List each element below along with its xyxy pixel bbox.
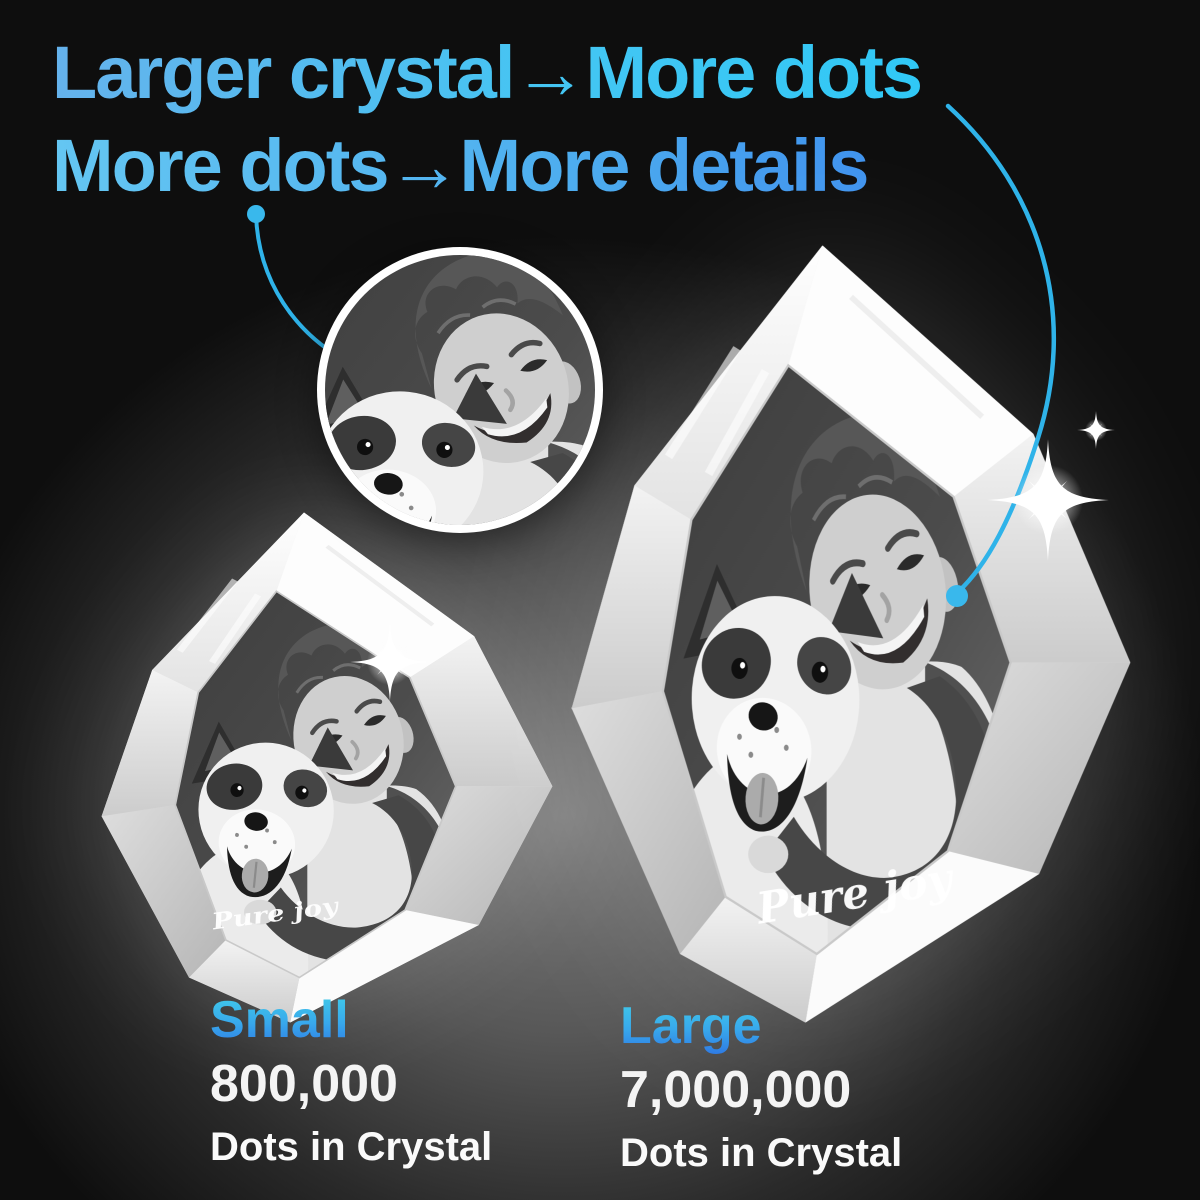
small-dots-count: 800,000 bbox=[210, 1055, 398, 1113]
large-crystal: Pure joy bbox=[572, 245, 1131, 1022]
sparkle-tiny-icon bbox=[1077, 411, 1115, 449]
small-dots-caption: Dots in Crystal bbox=[210, 1125, 493, 1169]
large-crystal-label-group: Large 7,000,000 Dots in Crystal bbox=[620, 998, 902, 1176]
headline-line-2: More dots→More details bbox=[52, 119, 921, 212]
connector-right-dot bbox=[946, 585, 968, 607]
small-crystal: Pure joy bbox=[102, 513, 553, 1023]
connector-right-curve bbox=[945, 103, 1056, 595]
headline-line-1: Larger crystal→More dots bbox=[52, 26, 923, 119]
large-size-label: Large bbox=[620, 998, 902, 1054]
connector-left-dot bbox=[247, 205, 265, 223]
headline: Larger crystal→More dots More dots→More … bbox=[52, 26, 923, 212]
large-dots-caption: Dots in Crystal bbox=[620, 1131, 903, 1175]
small-crystal-label-group: Small 800,000 Dots in Crystal bbox=[210, 992, 492, 1170]
large-dots-count: 7,000,000 bbox=[620, 1061, 852, 1119]
circle-photo-inset bbox=[317, 247, 603, 533]
small-size-label: Small bbox=[210, 992, 492, 1048]
